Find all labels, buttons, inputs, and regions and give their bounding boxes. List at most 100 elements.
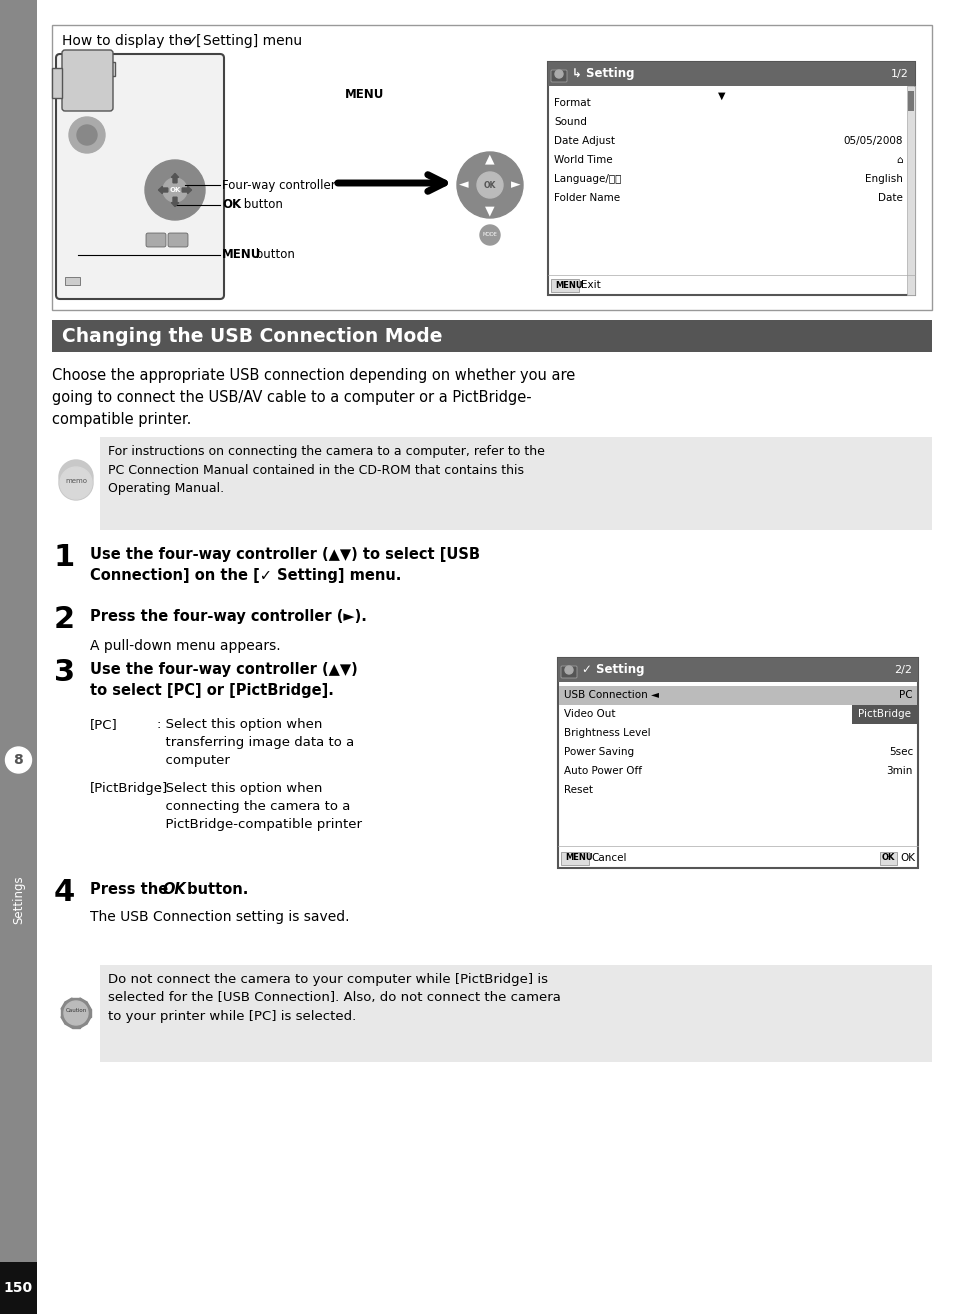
Bar <box>65 277 80 285</box>
Bar <box>558 658 917 869</box>
Bar <box>907 91 913 110</box>
Text: ✓ Setting: ✓ Setting <box>581 664 644 677</box>
Text: 1: 1 <box>54 543 75 572</box>
Text: Settings: Settings <box>12 875 25 924</box>
Text: ✓ Setting] menu: ✓ Setting] menu <box>187 34 302 49</box>
Circle shape <box>59 466 92 501</box>
Text: Sound: Sound <box>554 117 586 127</box>
Text: Use the four-way controller (▲▼)
to select [PC] or [PictBridge].: Use the four-way controller (▲▼) to sele… <box>90 662 357 698</box>
Text: English: English <box>864 173 902 184</box>
Bar <box>75 62 115 76</box>
FancyBboxPatch shape <box>551 279 578 292</box>
Text: ▼: ▼ <box>485 205 495 218</box>
Text: 8: 8 <box>13 753 24 767</box>
Bar <box>52 321 931 352</box>
Text: OK: OK <box>169 187 180 193</box>
Text: OK: OK <box>162 882 186 897</box>
Text: Use the four-way controller (▲▼) to select [USB
Connection] on the [✓ Setting] m: Use the four-way controller (▲▼) to sele… <box>90 547 479 583</box>
Text: MENU: MENU <box>564 854 592 862</box>
Text: Date Adjust: Date Adjust <box>554 137 615 146</box>
FancyArrow shape <box>158 187 168 193</box>
Text: MENU: MENU <box>555 280 582 289</box>
Text: 2: 2 <box>54 604 75 633</box>
FancyBboxPatch shape <box>560 851 588 865</box>
Text: OK: OK <box>881 854 894 862</box>
Text: ◄: ◄ <box>458 179 468 192</box>
Circle shape <box>163 177 187 202</box>
FancyArrow shape <box>65 999 87 1028</box>
FancyArrow shape <box>71 999 80 1028</box>
Bar <box>0 0 37 1314</box>
Text: Date: Date <box>877 193 902 202</box>
Circle shape <box>564 666 573 674</box>
Text: 3: 3 <box>54 658 75 687</box>
FancyBboxPatch shape <box>62 50 112 110</box>
Text: A pull-down menu appears.: A pull-down menu appears. <box>90 639 280 653</box>
Circle shape <box>145 160 205 219</box>
Bar <box>906 85 914 296</box>
Text: [PictBridge]: [PictBridge] <box>90 782 168 795</box>
Text: Video Out: Video Out <box>563 710 615 719</box>
Bar <box>547 62 914 85</box>
FancyArrow shape <box>182 187 192 193</box>
Circle shape <box>64 1001 88 1025</box>
Text: button.: button. <box>182 882 248 897</box>
Text: OK: OK <box>222 198 241 212</box>
Text: ►: ► <box>511 179 520 192</box>
Text: PC: PC <box>899 690 912 700</box>
FancyArrow shape <box>61 1003 91 1024</box>
FancyArrow shape <box>172 173 178 183</box>
Text: Format: Format <box>554 99 590 108</box>
Text: Do not connect the camera to your computer while [PictBridge] is
selected for th: Do not connect the camera to your comput… <box>108 972 560 1024</box>
FancyBboxPatch shape <box>879 851 896 865</box>
Text: ↳ Setting: ↳ Setting <box>572 67 634 80</box>
Text: Cancel: Cancel <box>590 853 626 863</box>
Text: button: button <box>252 248 294 261</box>
Bar <box>52 25 931 310</box>
Text: MENU: MENU <box>345 88 384 101</box>
Text: 2/2: 2/2 <box>893 665 911 675</box>
Text: button: button <box>240 198 283 212</box>
Text: ▼: ▼ <box>717 91 724 101</box>
Text: Brightness Level: Brightness Level <box>563 728 650 738</box>
Bar <box>547 62 914 296</box>
FancyArrow shape <box>61 1003 91 1024</box>
Circle shape <box>476 172 502 198</box>
Circle shape <box>6 746 31 773</box>
FancyBboxPatch shape <box>168 233 188 247</box>
Bar <box>851 706 916 724</box>
Text: Reset: Reset <box>563 784 593 795</box>
FancyBboxPatch shape <box>560 666 577 678</box>
Text: MENU: MENU <box>222 248 261 261</box>
Bar <box>100 438 931 530</box>
Text: How to display the [: How to display the [ <box>62 34 201 49</box>
Bar <box>52 68 62 99</box>
Text: Language/言語: Language/言語 <box>554 173 620 184</box>
FancyArrow shape <box>65 999 87 1028</box>
Circle shape <box>59 460 92 494</box>
Text: Power Saving: Power Saving <box>563 746 634 757</box>
Circle shape <box>60 466 91 499</box>
Text: Four-way controller: Four-way controller <box>222 179 335 192</box>
Bar <box>0 1261 37 1314</box>
Text: The USB Connection setting is saved.: The USB Connection setting is saved. <box>90 911 349 924</box>
Text: : Select this option when
  connecting the camera to a
  PictBridge-compatible p: : Select this option when connecting the… <box>157 782 361 830</box>
Text: For instructions on connecting the camera to a computer, refer to the
PC Connect: For instructions on connecting the camer… <box>108 445 544 495</box>
FancyBboxPatch shape <box>56 54 224 300</box>
Text: Choose the appropriate USB connection depending on whether you are
going to conn: Choose the appropriate USB connection de… <box>52 368 575 427</box>
Text: Folder Name: Folder Name <box>554 193 619 202</box>
Text: [PC]: [PC] <box>90 717 117 731</box>
FancyArrow shape <box>61 1009 91 1017</box>
Circle shape <box>479 225 499 244</box>
Text: MODE: MODE <box>482 233 497 238</box>
Text: 3min: 3min <box>885 766 912 777</box>
Text: Changing the USB Connection Mode: Changing the USB Connection Mode <box>62 326 442 346</box>
Text: Exit: Exit <box>580 280 600 290</box>
Text: memo: memo <box>65 478 87 484</box>
Text: 05/05/2008: 05/05/2008 <box>842 137 902 146</box>
Text: USB Connection ◄: USB Connection ◄ <box>563 690 659 700</box>
Bar <box>558 658 917 682</box>
Circle shape <box>77 125 97 145</box>
Text: World Time: World Time <box>554 155 612 166</box>
FancyBboxPatch shape <box>551 70 566 81</box>
